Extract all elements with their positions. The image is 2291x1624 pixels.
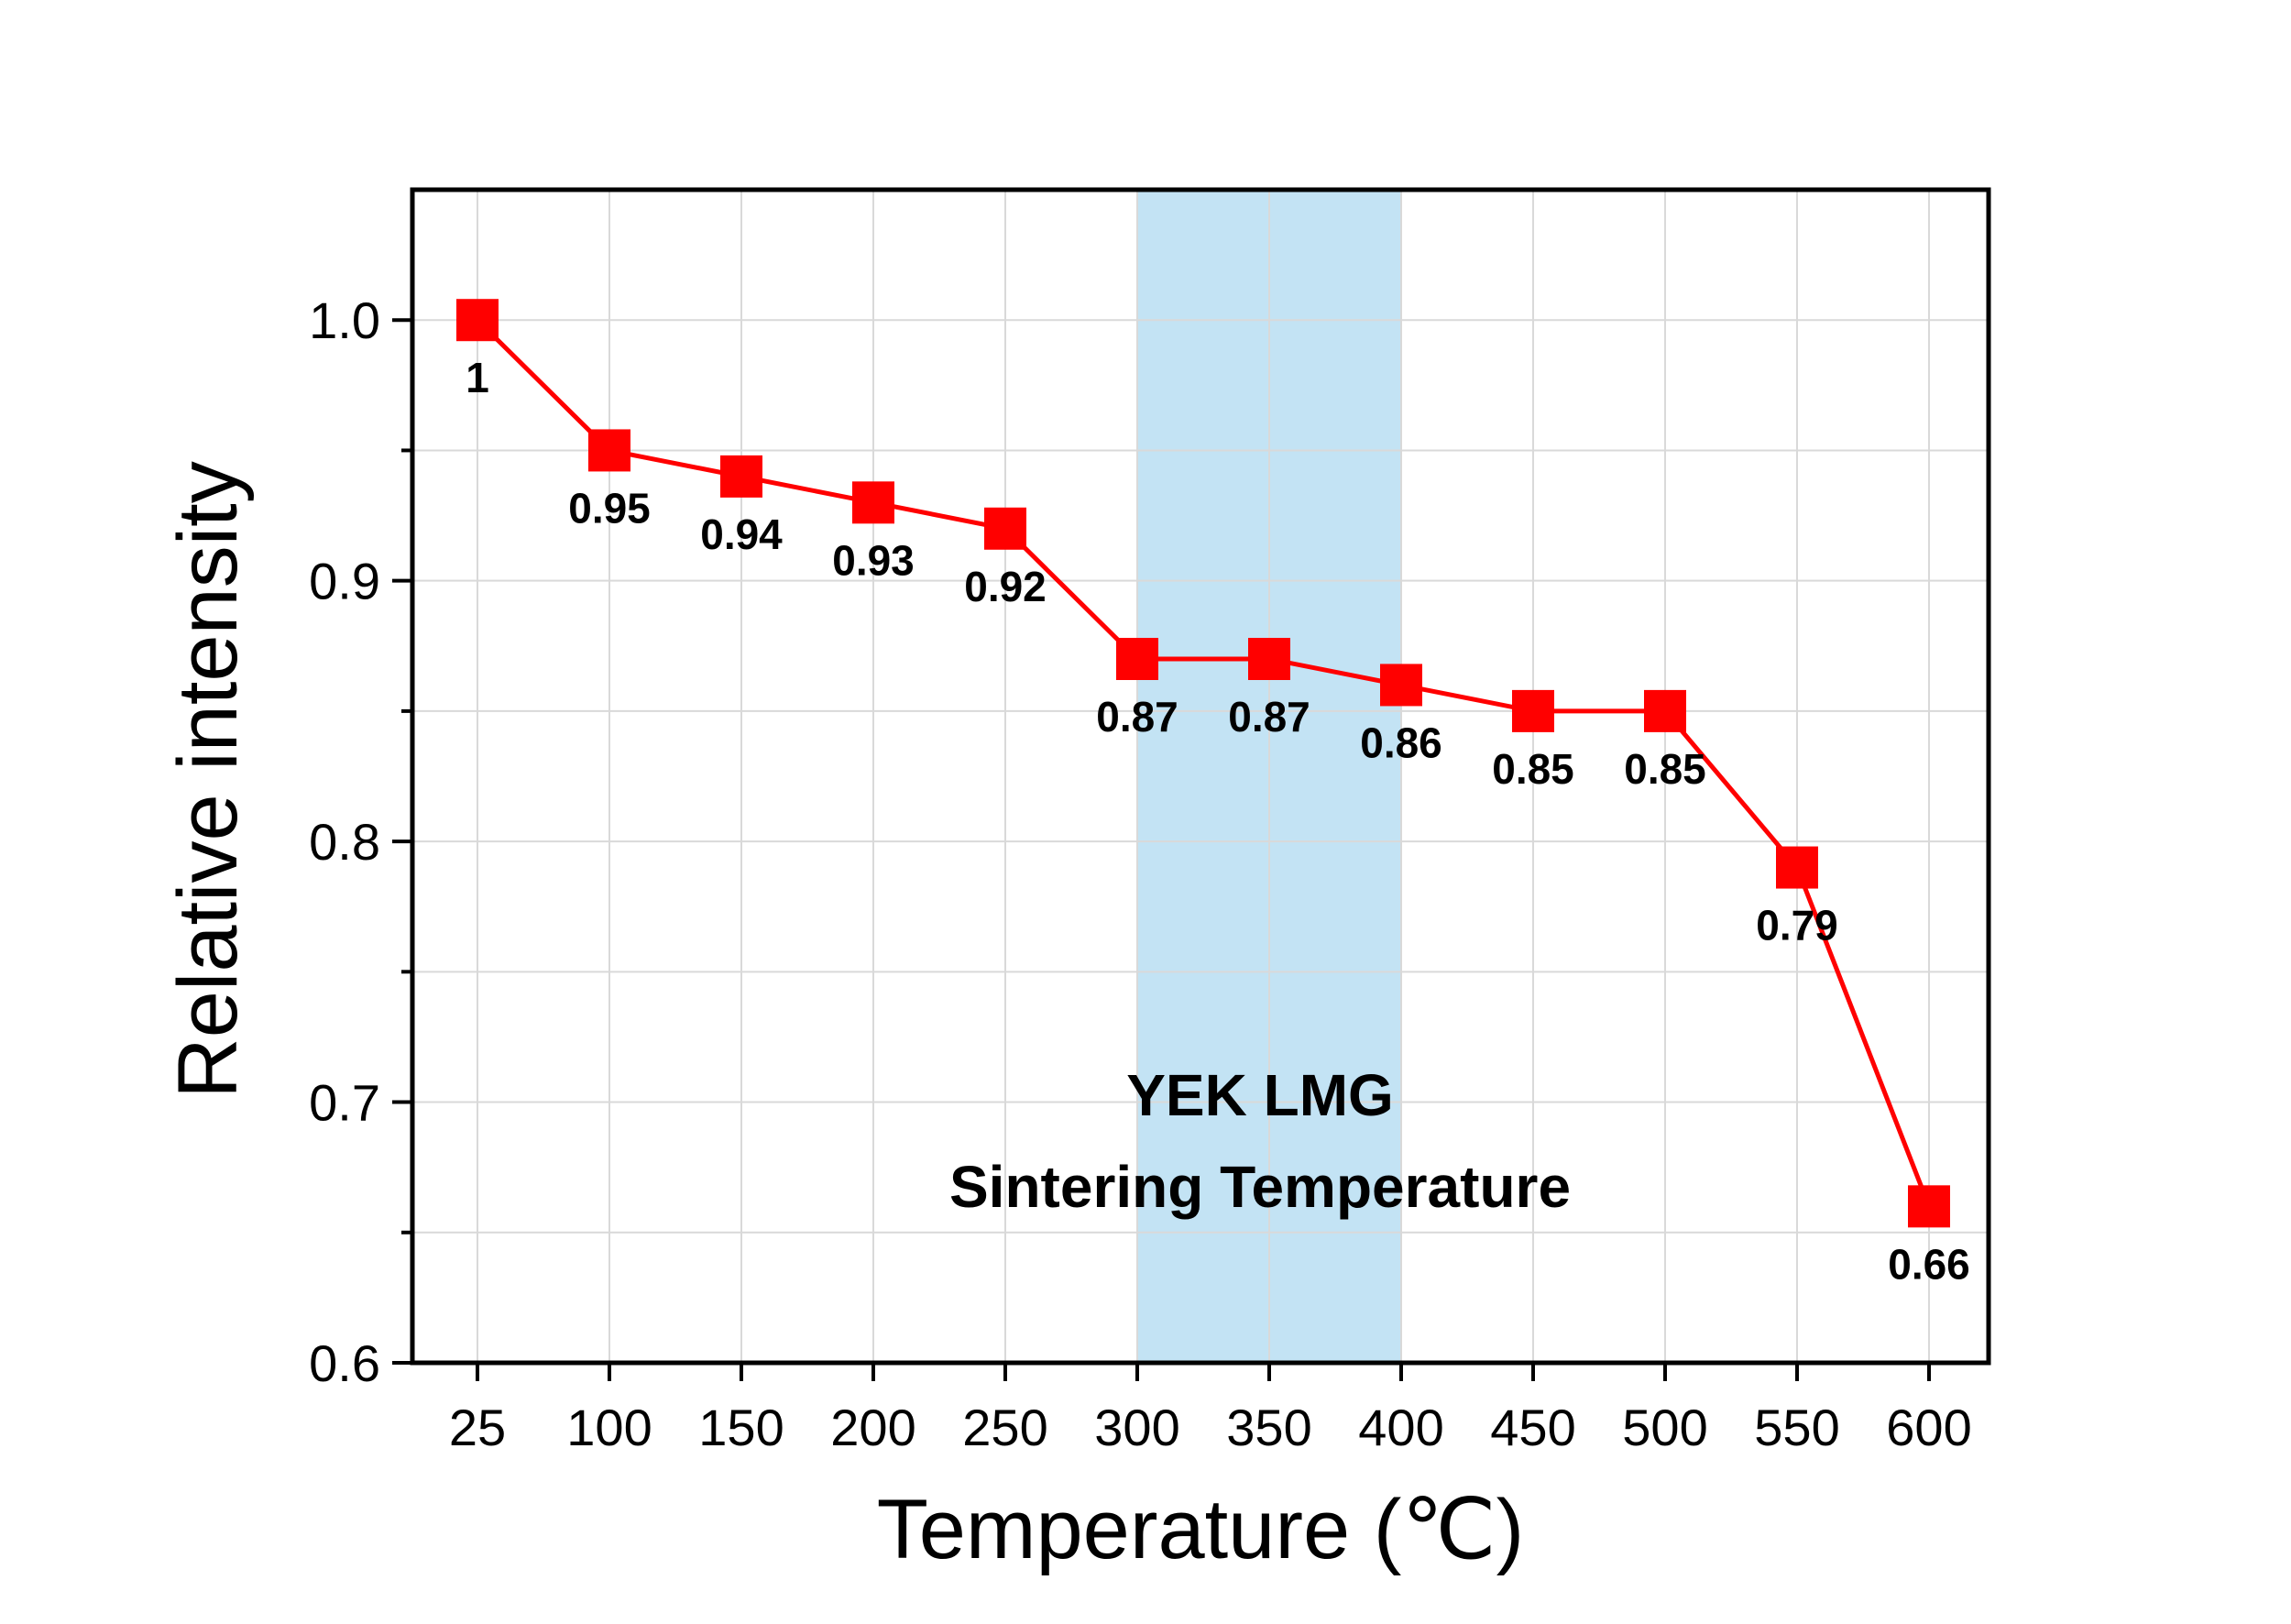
x-tick-label: 250 xyxy=(962,1399,1047,1456)
x-tick-label: 25 xyxy=(449,1399,506,1456)
data-point-marker xyxy=(1908,1185,1950,1228)
data-label: 0.95 xyxy=(568,484,651,532)
data-series xyxy=(456,299,1950,1228)
data-label: 0.85 xyxy=(1492,745,1574,793)
x-tick-label: 150 xyxy=(698,1399,784,1456)
data-point-marker xyxy=(852,481,894,524)
data-point-marker xyxy=(1248,638,1290,680)
x-tick-label: 100 xyxy=(566,1399,652,1456)
data-label: 0.66 xyxy=(1888,1240,1970,1288)
data-point-marker xyxy=(456,299,499,342)
annotation-subtitle: Sintering Temperature xyxy=(949,1154,1571,1220)
data-point-marker xyxy=(1776,846,1818,889)
axes xyxy=(392,187,1991,1381)
y-tick-label: 0.6 xyxy=(309,1334,380,1392)
y-axis-title: Relative intensity xyxy=(161,461,255,1098)
plot-frame xyxy=(410,187,1991,1366)
data-point-marker xyxy=(984,507,1026,550)
data-point-marker xyxy=(720,455,762,498)
data-label: 0.93 xyxy=(832,536,915,584)
data-point-marker xyxy=(1644,689,1686,732)
grid-lines xyxy=(412,190,1989,1363)
x-axis-title: Temperature (℃) xyxy=(877,1483,1525,1576)
data-label: 1 xyxy=(466,354,489,401)
data-labels: 1 0.95 0.94 0.93 0.92 0.87 0.87 0.86 0.85 0.85 0.7… xyxy=(466,354,1970,1288)
data-label: 0.87 xyxy=(1096,693,1178,741)
data-point-marker xyxy=(588,429,630,472)
data-point-marker xyxy=(1512,689,1554,732)
data-label: 0.85 xyxy=(1624,745,1706,793)
annotation-title: YEK LMG xyxy=(1126,1062,1394,1128)
y-tick-label: 0.9 xyxy=(309,553,380,610)
data-label: 0.87 xyxy=(1228,693,1310,741)
x-tick-label: 500 xyxy=(1622,1399,1707,1456)
tick-labels: 25 100 150 200 250 300 350 400 450 500 550 600 0.6 0.… xyxy=(309,291,1972,1456)
data-point-marker xyxy=(1380,664,1422,707)
x-tick-label: 300 xyxy=(1094,1399,1179,1456)
data-point-marker xyxy=(1116,638,1158,680)
x-tick-label: 550 xyxy=(1754,1399,1839,1456)
series-line xyxy=(476,318,1932,1208)
x-tick-label: 200 xyxy=(830,1399,915,1456)
y-tick-label: 0.8 xyxy=(309,813,380,871)
y-tick-label: 1.0 xyxy=(309,291,380,349)
x-tick-label: 400 xyxy=(1358,1399,1443,1456)
y-tick-label: 0.7 xyxy=(309,1074,380,1132)
data-label: 0.79 xyxy=(1756,902,1838,949)
data-label: 0.92 xyxy=(964,563,1047,610)
x-tick-label: 600 xyxy=(1886,1399,1971,1456)
data-label: 0.86 xyxy=(1360,719,1442,766)
x-tick-label: 450 xyxy=(1490,1399,1575,1456)
x-tick-label: 350 xyxy=(1226,1399,1311,1456)
data-label: 0.94 xyxy=(700,510,783,558)
